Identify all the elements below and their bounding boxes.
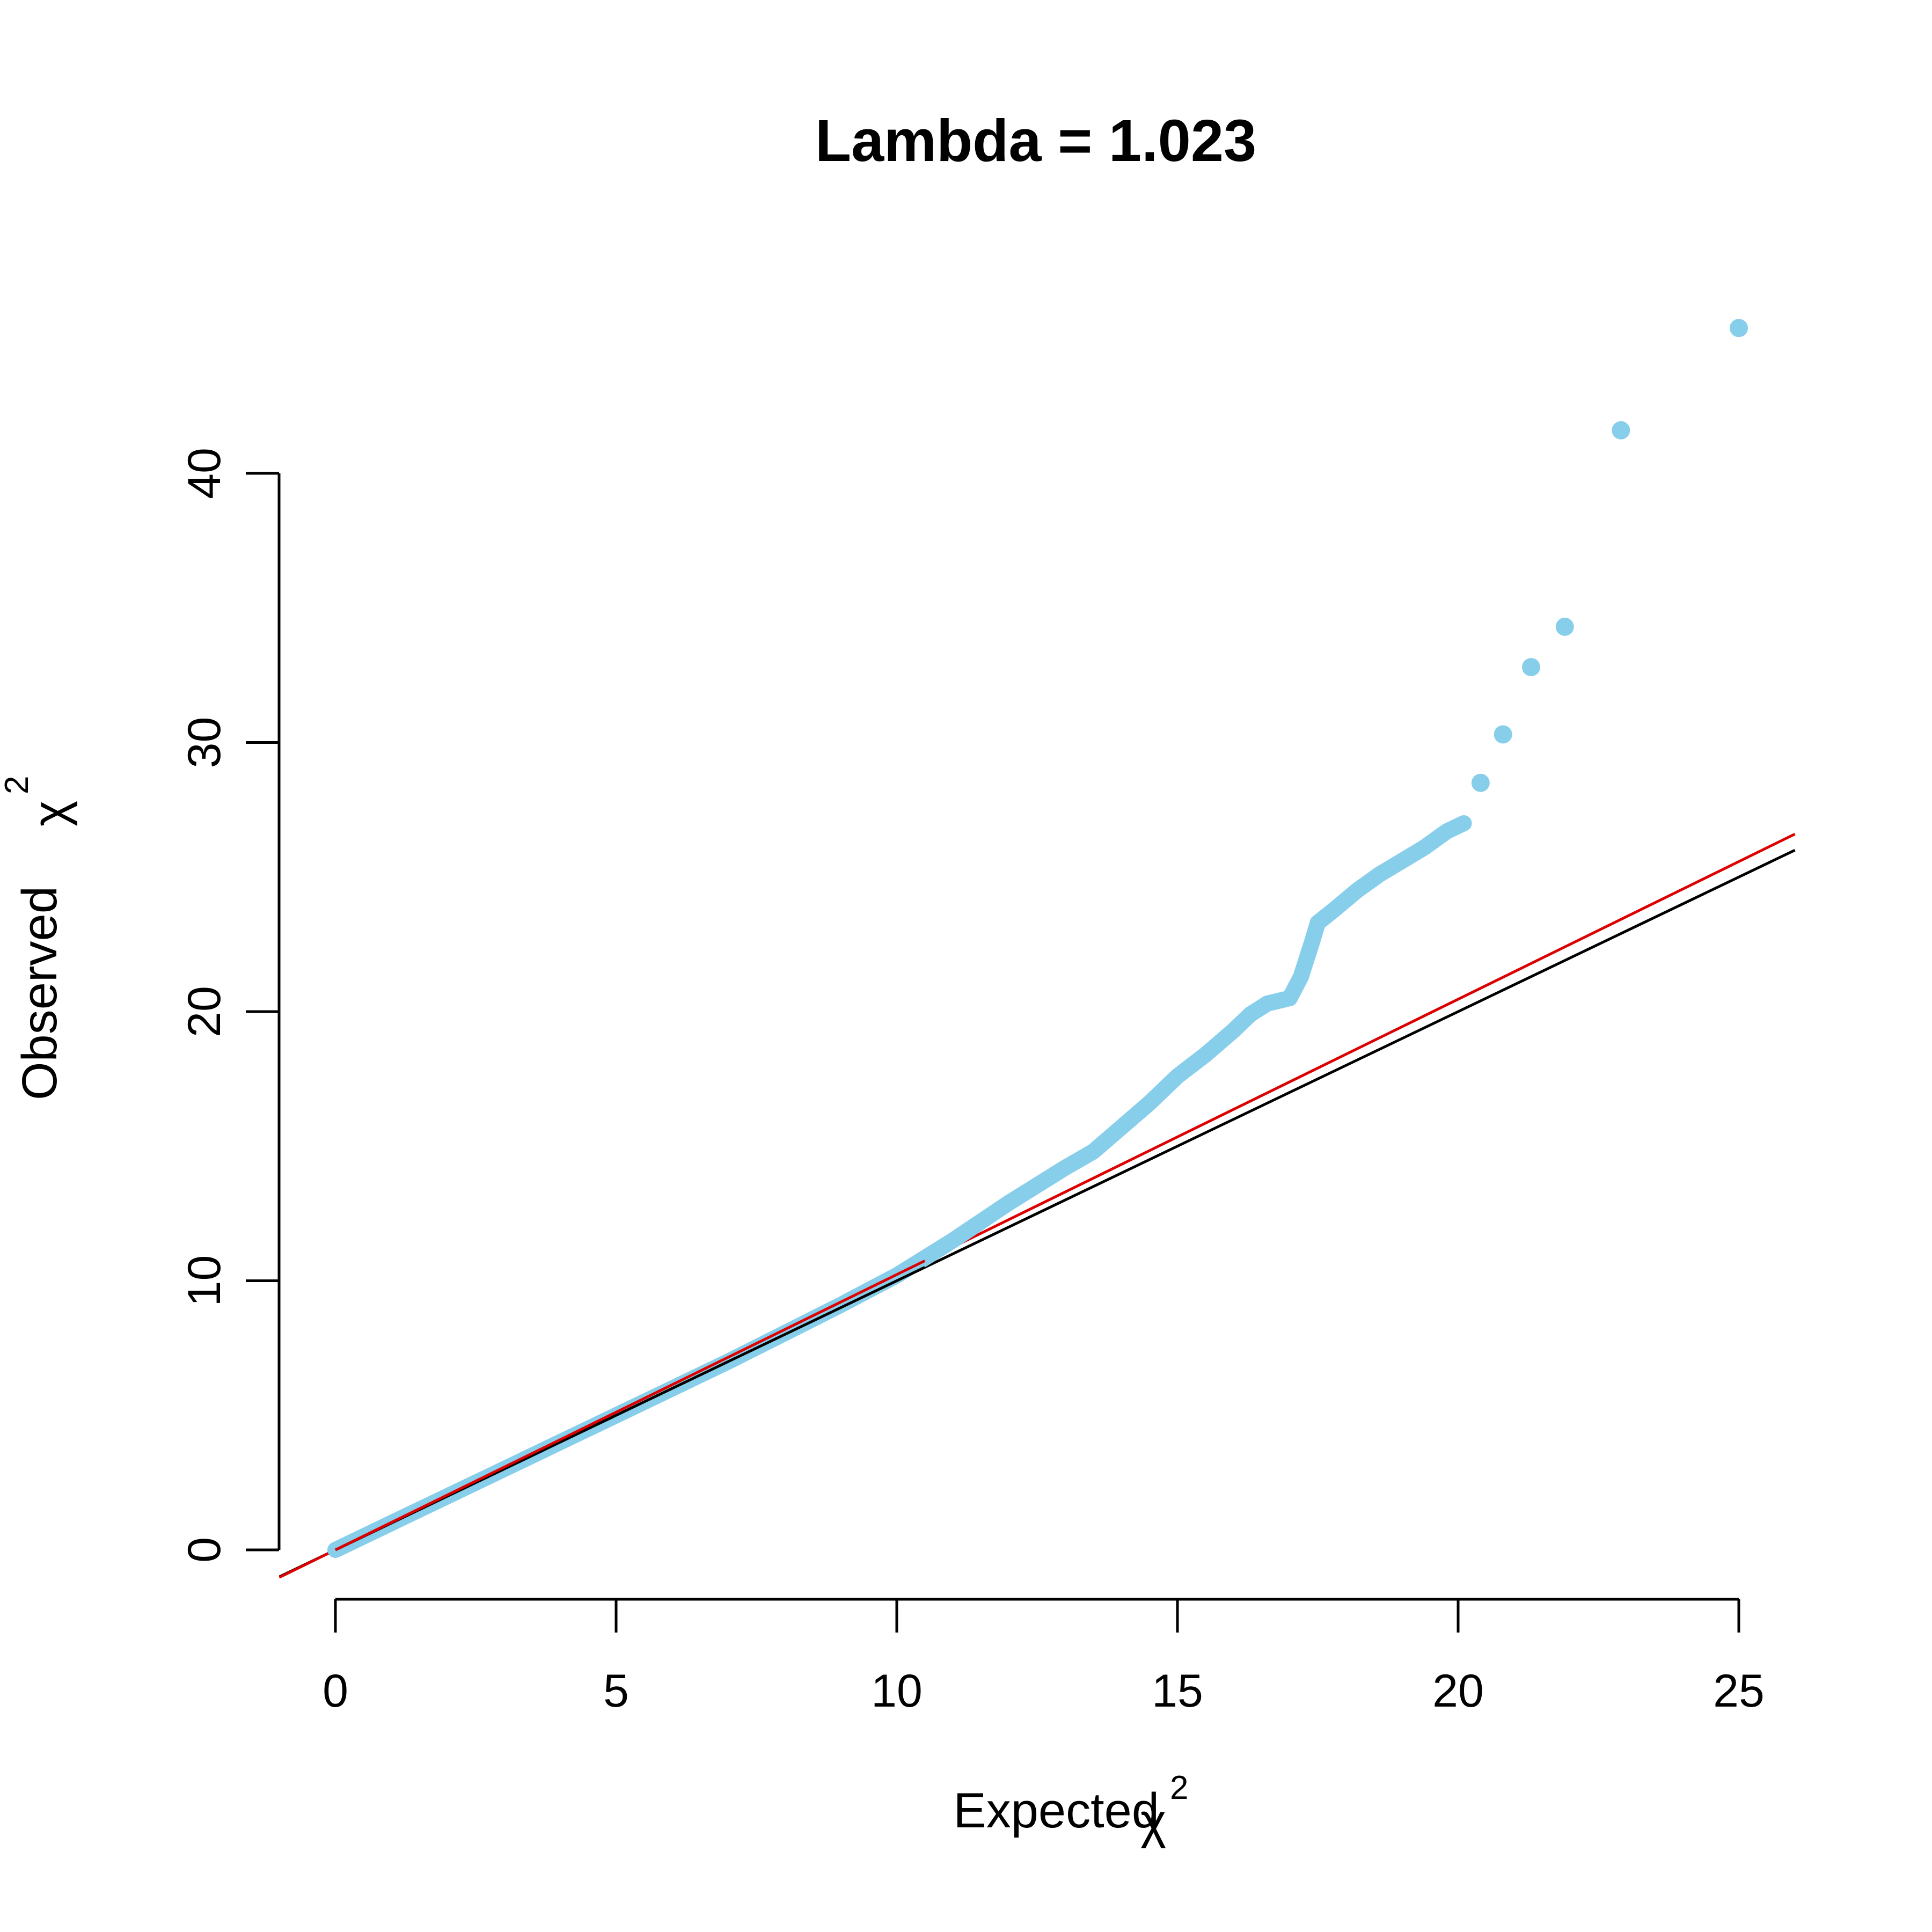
- chart-title: Lambda = 1.023: [815, 108, 1256, 174]
- y-tick-label-group: 40: [179, 448, 230, 499]
- data-point: [1730, 319, 1748, 338]
- data-point: [1494, 725, 1512, 744]
- x-axis: 0 5 10 15 20 25: [323, 1598, 1765, 1717]
- y-axis-title: Observed: [12, 886, 67, 1100]
- data-point: [1612, 421, 1630, 440]
- y-tick-label: 20: [179, 986, 230, 1037]
- y-tick-label: 0: [179, 1537, 230, 1563]
- data-point: [1555, 617, 1574, 636]
- y-tick-label-group: 30: [179, 717, 230, 769]
- x-tick-label: 20: [1432, 1665, 1484, 1717]
- x-axis-symbol-superscript: 2: [1170, 1769, 1188, 1806]
- observed-points-curve: [327, 815, 1472, 1558]
- x-axis-title: Expected: [953, 1783, 1159, 1838]
- x-tick-label: 15: [1152, 1665, 1203, 1717]
- x-tick-label: 0: [323, 1665, 348, 1717]
- reference-line-lambda-overlay: [334, 1260, 926, 1552]
- y-tick-label: 30: [179, 717, 230, 769]
- x-tick-label: 25: [1713, 1665, 1765, 1717]
- data-point: [1521, 658, 1540, 677]
- x-axis-symbol: χ: [1140, 1794, 1166, 1849]
- data-point: [1471, 773, 1490, 792]
- y-axis-symbol-superscript: 2: [0, 776, 35, 794]
- y-tick-label-group: 0: [179, 1537, 230, 1563]
- y-axis-symbol: χ: [23, 801, 78, 826]
- y-tick-label: 40: [179, 448, 230, 499]
- y-tick-label-group: 10: [179, 1255, 230, 1307]
- x-tick-label: 10: [871, 1665, 923, 1717]
- y-tick-label-group: 20: [179, 986, 230, 1037]
- y-tick-label: 10: [179, 1255, 230, 1307]
- x-tick-label: 5: [603, 1665, 629, 1717]
- y-axis: 0 10 20 30 40: [179, 448, 281, 1563]
- data-points: [327, 319, 1748, 1558]
